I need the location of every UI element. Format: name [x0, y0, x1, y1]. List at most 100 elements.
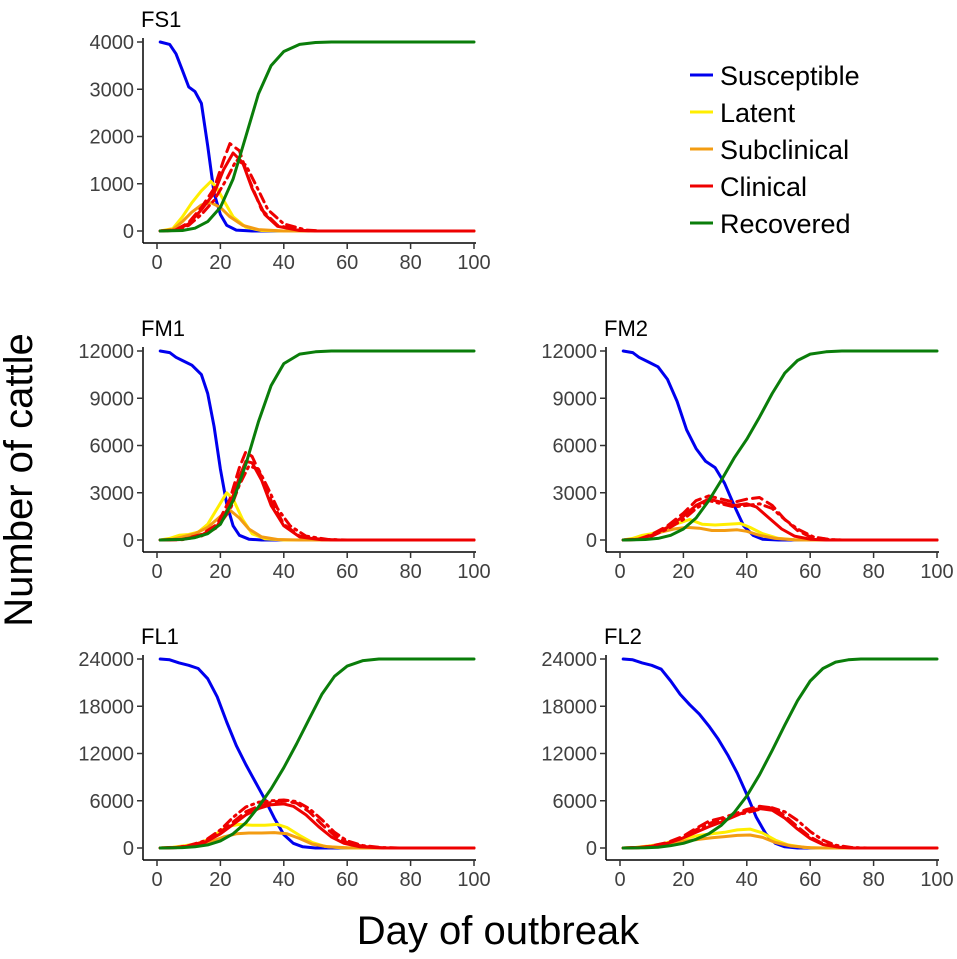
series-susceptible-line: [621, 657, 939, 850]
series-susceptible-line: [158, 349, 476, 542]
y-tick-label: 6000: [553, 791, 598, 813]
x-tick-label: 60: [799, 869, 821, 891]
y-tick-label: 0: [123, 221, 134, 243]
series-clinical-upper-line: [621, 804, 939, 850]
x-tick-label: 80: [862, 869, 884, 891]
x-tick-label: 60: [336, 561, 358, 583]
y-tick-label: 12000: [541, 341, 597, 363]
panel-fs1: FS1 0 1000 2000 3000 4000 0 20 40 60 80 100: [90, 7, 491, 274]
y-tick-label: 3000: [90, 483, 135, 505]
x-tick-label: 100: [457, 252, 490, 274]
series-clinical-lower-line: [621, 806, 939, 850]
series-recovered-line: [621, 349, 939, 542]
legend-label: Subclinical: [720, 135, 849, 165]
panel-title: FM2: [604, 316, 648, 341]
series-susceptible-line: [158, 40, 476, 233]
series-recovered-line: [158, 657, 476, 850]
series-susceptible-line: [158, 657, 476, 850]
x-tick-label: 60: [799, 561, 821, 583]
panel-title: FL2: [604, 624, 642, 649]
x-tick-label: 80: [399, 252, 421, 274]
x-tick-label: 0: [151, 252, 162, 274]
legend-label: Recovered: [720, 209, 851, 239]
y-tick-label: 12000: [78, 341, 134, 363]
x-tick-label: 40: [273, 252, 295, 274]
legend-item-clinical: Clinical: [690, 172, 807, 202]
y-tick-label: 9000: [90, 388, 135, 410]
x-tick-label: 100: [457, 869, 490, 891]
series-recovered-line: [158, 40, 476, 233]
y-tick-label: 24000: [541, 649, 597, 671]
legend-item-latent: Latent: [690, 98, 796, 128]
x-tick-label: 80: [399, 869, 421, 891]
legend-item-susceptible: Susceptible: [690, 61, 860, 91]
y-tick-label: 12000: [541, 744, 597, 766]
x-tick-label: 20: [209, 252, 231, 274]
x-tick-label: 20: [209, 561, 231, 583]
legend: Susceptible Latent Subclinical Clinical Reco…: [690, 61, 860, 239]
series-clinical-upper-line: [621, 494, 939, 542]
x-tick-label: 60: [336, 869, 358, 891]
x-tick-label: 0: [614, 869, 625, 891]
series-recovered-line: [621, 657, 939, 850]
y-axis-title: Number of cattle: [0, 333, 41, 626]
y-tick-label: 18000: [541, 696, 597, 718]
panel-fm2: FM2 0 3000 6000 9000 12000 0 20 40 60 80 100: [541, 316, 953, 583]
x-tick-label: 20: [672, 869, 694, 891]
y-tick-label: 3000: [90, 79, 135, 101]
x-tick-label: 40: [736, 869, 758, 891]
y-tick-label: 6000: [90, 791, 135, 813]
x-tick-label: 40: [273, 561, 295, 583]
x-tick-label: 80: [862, 561, 884, 583]
y-tick-label: 0: [586, 530, 597, 552]
panel-fl2: FL2 0 6000 12000 18000 24000 0 20 40 60 80 100: [541, 624, 953, 891]
x-tick-label: 0: [151, 561, 162, 583]
y-tick-label: 24000: [78, 649, 134, 671]
series-susceptible-line: [621, 349, 939, 542]
x-tick-label: 40: [273, 869, 295, 891]
legend-label: Susceptible: [720, 61, 860, 91]
series-clinical-lower-line: [158, 158, 476, 233]
y-tick-label: 18000: [78, 696, 134, 718]
panel-title: FS1: [141, 7, 181, 32]
series-clinical-lower-line: [158, 798, 476, 850]
series-subclinical-line: [158, 508, 476, 542]
panel-title: FL1: [141, 624, 179, 649]
legend-item-recovered: Recovered: [690, 209, 851, 239]
x-tick-label: 100: [457, 561, 490, 583]
legend-item-subclinical: Subclinical: [690, 135, 849, 165]
y-tick-label: 0: [586, 838, 597, 860]
x-tick-label: 20: [672, 561, 694, 583]
y-tick-label: 0: [123, 530, 134, 552]
panel-fl1: FL1 0 6000 12000 18000 24000 0 20 40 60 80 100: [78, 624, 490, 891]
x-axis-title: Day of outbreak: [357, 909, 640, 953]
y-tick-label: 9000: [553, 388, 598, 410]
x-tick-label: 20: [209, 869, 231, 891]
series-clinical-line: [158, 151, 476, 233]
series-clinical-lower-line: [621, 499, 939, 542]
series-recovered-line: [158, 349, 476, 542]
y-tick-label: 4000: [90, 32, 135, 54]
y-tick-label: 3000: [553, 483, 598, 505]
y-tick-label: 0: [123, 838, 134, 860]
panel-title: FM1: [141, 316, 185, 341]
x-tick-label: 40: [736, 561, 758, 583]
x-tick-label: 80: [399, 561, 421, 583]
x-tick-label: 60: [336, 252, 358, 274]
x-tick-label: 100: [920, 869, 953, 891]
series-subclinical-line: [158, 201, 476, 233]
y-tick-label: 2000: [90, 127, 135, 149]
series-clinical-upper-line: [158, 142, 476, 233]
y-tick-label: 12000: [78, 744, 134, 766]
legend-label: Latent: [720, 98, 796, 128]
x-tick-label: 0: [151, 869, 162, 891]
y-tick-label: 6000: [90, 436, 135, 458]
x-tick-label: 100: [920, 561, 953, 583]
legend-label: Clinical: [720, 172, 807, 202]
y-tick-label: 1000: [90, 174, 135, 196]
y-tick-label: 6000: [553, 436, 598, 458]
panel-fm1: FM1 0 3000 6000 9000 12000 0 20 40 60 80 100: [78, 316, 490, 583]
x-tick-label: 0: [614, 561, 625, 583]
